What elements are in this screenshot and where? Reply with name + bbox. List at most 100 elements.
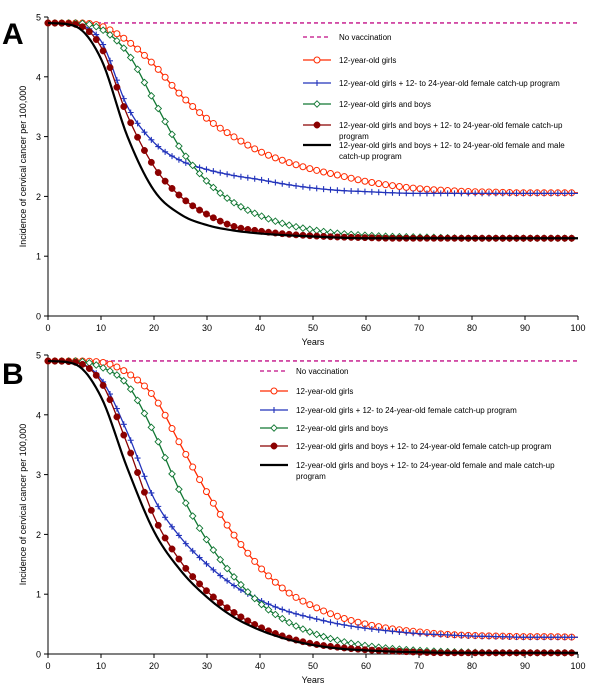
point-marker: [485, 633, 492, 640]
point-marker: [361, 177, 369, 185]
point-marker: [395, 183, 403, 191]
legend-item: 12-year-old girls: [260, 387, 353, 396]
point-marker: [217, 572, 224, 579]
y-tick-label: 4: [36, 72, 41, 82]
point-marker: [306, 601, 314, 609]
point-marker: [319, 632, 328, 641]
point-marker: [285, 221, 293, 230]
point-marker: [534, 190, 541, 197]
point-marker: [320, 617, 327, 624]
legend-label: 12-year-old girls and boys: [296, 424, 388, 433]
point-marker: [216, 510, 224, 518]
legend-item: 12-year-old girls and boys + 12- to 24-y…: [303, 141, 565, 161]
point-marker: [382, 627, 389, 634]
point-marker: [189, 547, 196, 554]
point-marker: [147, 91, 156, 100]
point-marker: [458, 632, 465, 639]
point-marker: [140, 78, 149, 87]
point-marker: [161, 453, 169, 462]
point-marker: [568, 634, 575, 641]
point-marker: [354, 176, 362, 184]
point-marker: [541, 190, 548, 197]
point-marker: [271, 407, 277, 413]
point-marker: [271, 578, 279, 586]
point-marker: [223, 220, 231, 228]
point-marker: [250, 209, 259, 218]
point-marker: [202, 488, 210, 496]
series-5: [47, 21, 578, 240]
point-marker: [506, 633, 513, 640]
y-tick-label: 2: [36, 192, 41, 202]
point-marker: [195, 524, 204, 533]
series-3: [44, 357, 578, 657]
point-marker: [113, 83, 121, 91]
point-marker: [347, 616, 355, 624]
point-marker: [251, 145, 259, 153]
point-marker: [444, 190, 451, 197]
point-marker: [147, 158, 155, 166]
point-marker: [181, 499, 190, 507]
series-line: [47, 360, 578, 638]
point-marker: [113, 413, 121, 421]
point-marker: [305, 225, 314, 234]
point-marker: [203, 166, 210, 173]
chart-panel-b: B 0 10 20 30 40 50 60 70 80 90 100 0 1 2 3 4 5 Years Incide…: [2, 351, 586, 686]
point-marker: [341, 187, 348, 194]
point-marker: [175, 532, 182, 539]
point-marker: [368, 626, 375, 633]
chart-panel-a: A 0 10 20 30 40 50 60 70 80 90 100 0 1 2 3 4 5 Years Incide…: [2, 13, 586, 348]
point-marker: [293, 182, 300, 189]
point-marker: [513, 634, 520, 641]
point-marker: [305, 628, 314, 636]
series-4: [44, 357, 578, 657]
point-marker: [223, 521, 231, 529]
point-marker: [188, 161, 197, 170]
legend-item: 12-year-old girls + 12- to 24-year-old f…: [303, 79, 560, 88]
point-marker: [279, 606, 286, 613]
point-marker: [306, 614, 313, 621]
point-marker: [182, 197, 190, 205]
x-tick-label: 10: [96, 323, 106, 333]
point-marker: [293, 610, 300, 617]
point-marker: [133, 396, 142, 405]
legend-label: program: [339, 132, 369, 141]
point-marker: [410, 630, 417, 637]
point-marker: [85, 20, 94, 29]
point-marker: [292, 161, 300, 169]
series-line: [47, 21, 578, 240]
point-marker: [326, 610, 334, 618]
panel-label: A: [2, 18, 24, 51]
point-marker: [389, 182, 396, 190]
point-marker: [258, 148, 266, 156]
point-marker: [126, 53, 135, 62]
point-marker: [403, 629, 410, 636]
point-marker: [147, 423, 156, 432]
point-marker: [120, 367, 128, 375]
point-marker: [202, 177, 211, 185]
point-marker: [168, 470, 176, 478]
point-marker: [223, 129, 231, 137]
point-marker: [113, 36, 121, 45]
point-marker: [520, 634, 527, 641]
point-marker: [92, 371, 100, 379]
point-marker: [140, 382, 148, 390]
point-marker: [265, 178, 272, 185]
point-marker: [458, 190, 465, 197]
point-marker: [106, 367, 114, 375]
point-marker: [340, 173, 348, 181]
point-marker: [237, 137, 245, 145]
point-marker: [127, 119, 135, 127]
point-marker: [361, 188, 368, 195]
point-marker: [196, 206, 204, 214]
series-line: [47, 22, 578, 239]
point-marker: [209, 593, 217, 601]
point-marker: [134, 133, 142, 141]
point-marker: [161, 177, 169, 185]
point-marker: [437, 190, 444, 197]
point-marker: [244, 549, 252, 557]
series-line: [48, 22, 578, 239]
point-marker: [154, 104, 163, 113]
point-marker: [120, 34, 128, 42]
point-marker: [154, 437, 163, 446]
point-marker: [368, 188, 375, 195]
